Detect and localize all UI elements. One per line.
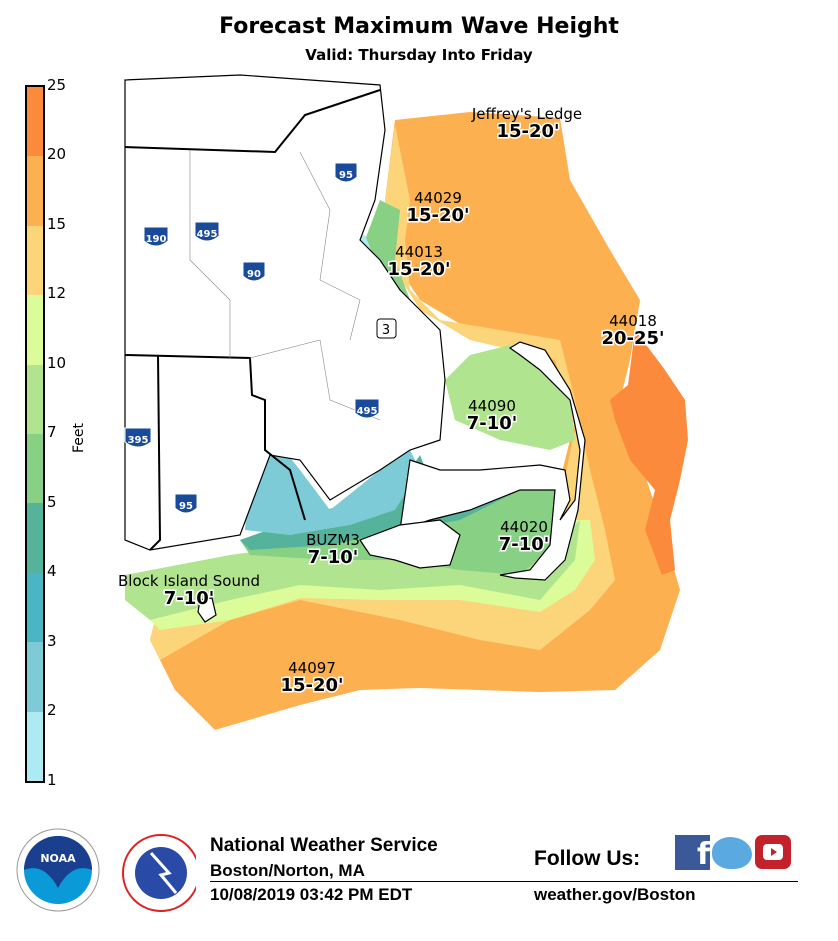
- zone-name: Block Island Sound: [118, 572, 260, 590]
- zone-range: 20-25': [601, 328, 664, 349]
- map-subtitle: Valid: Thursday Into Friday: [305, 46, 533, 64]
- legend-swatch: [27, 642, 43, 712]
- zone-range: 7-10': [164, 588, 215, 609]
- interstate-395-shield: 395: [124, 427, 152, 448]
- noaa-logo: NOAA: [16, 828, 100, 912]
- svg-text:495: 495: [197, 229, 218, 240]
- legend-swatch: [27, 225, 43, 296]
- zone-range: 7-10': [467, 413, 518, 434]
- interstate-95-shield: 95: [334, 162, 358, 183]
- svg-text:190: 190: [146, 234, 167, 245]
- legend-tick: 7: [47, 423, 57, 441]
- zone-range: 15-20': [406, 205, 469, 226]
- legend-swatch: [27, 295, 43, 365]
- svg-text:NOAA: NOAA: [40, 852, 76, 865]
- timestamp: 10/08/2019 03:42 PM EDT: [210, 885, 413, 904]
- block-island: [197, 597, 217, 623]
- legend-tick: 12: [47, 284, 67, 302]
- zone-name: 44097: [288, 659, 336, 677]
- legend-tick: 1: [47, 771, 57, 789]
- nws-logo: [122, 834, 196, 912]
- zone-name: 44020: [500, 518, 548, 536]
- zone-range: 15-20': [387, 259, 450, 280]
- legend-swatch: [27, 433, 43, 504]
- follow-us-label: Follow Us:: [534, 847, 641, 870]
- footer-divider: [210, 881, 798, 882]
- zone-name: 44018: [609, 312, 657, 330]
- agency-logos: NOAA: [16, 828, 196, 912]
- zone-7-10: [125, 520, 580, 620]
- zone-name: 44029: [414, 189, 462, 207]
- zone-name: BUZM3: [306, 531, 360, 549]
- youtube-icon[interactable]: [755, 835, 791, 869]
- wave-map: 95 190 495 90 395 95 495 3 Jeffrey's Led…: [118, 74, 688, 730]
- interstate-495-shield: 495: [194, 221, 220, 242]
- interstate-95-south-shield: 95: [174, 493, 198, 514]
- land: [124, 74, 586, 623]
- office-name: Boston/Norton, MA: [210, 861, 365, 880]
- svg-text:395: 395: [128, 435, 149, 446]
- legend-label: Feet: [71, 422, 88, 454]
- marthas-vineyard: [359, 519, 461, 569]
- legend-swatch: [27, 364, 43, 434]
- zone-name: Jeffrey's Ledge: [471, 105, 582, 123]
- svg-text:95: 95: [339, 170, 353, 181]
- legend-tick: 4: [47, 562, 57, 580]
- mainland: [124, 74, 446, 551]
- legend-swatch: [27, 156, 43, 226]
- legend-swatch: [27, 86, 43, 157]
- legend-swatch: [27, 572, 43, 643]
- zone-name: 44090: [468, 397, 516, 415]
- interstate-495-south-shield: 495: [354, 398, 380, 419]
- highway-shields: 95 190 495 90 395 95 495 3: [124, 162, 397, 514]
- legend-tick: 5: [47, 493, 57, 511]
- legend-tick: 2: [47, 701, 57, 719]
- facebook-icon[interactable]: f: [675, 835, 710, 870]
- legend-swatch: [27, 711, 43, 781]
- legend-tick: 3: [47, 632, 57, 650]
- zone-range: 15-20': [280, 675, 343, 696]
- legend-tick: 10: [47, 354, 67, 372]
- svg-text:90: 90: [247, 269, 261, 280]
- legend-tick: 20: [47, 145, 67, 163]
- legend-tick: 15: [47, 215, 67, 233]
- svg-text:3: 3: [382, 323, 390, 338]
- zone-name: 44013: [395, 243, 443, 261]
- svg-text:495: 495: [357, 406, 378, 417]
- website-link[interactable]: weather.gov/Boston: [534, 885, 696, 904]
- svg-text:95: 95: [179, 501, 193, 512]
- org-name: National Weather Service: [210, 835, 438, 856]
- cape-cod: [399, 341, 586, 581]
- twitter-icon[interactable]: [712, 837, 752, 869]
- legend-tick: 25: [47, 76, 67, 94]
- zone-20-25: [610, 330, 688, 575]
- zone-range: 7-10': [499, 534, 550, 555]
- interstate-190-shield: 190: [143, 226, 169, 247]
- zone-range: 15-20': [496, 121, 559, 142]
- route-3-shield: 3: [376, 318, 397, 339]
- legend-swatch: [27, 503, 43, 573]
- map-title: Forecast Maximum Wave Height: [219, 14, 619, 39]
- interstate-90-shield: 90: [242, 261, 266, 282]
- zone-range: 7-10': [308, 547, 359, 568]
- zone-2-3: [245, 445, 420, 535]
- color-legend-bar: [25, 85, 45, 783]
